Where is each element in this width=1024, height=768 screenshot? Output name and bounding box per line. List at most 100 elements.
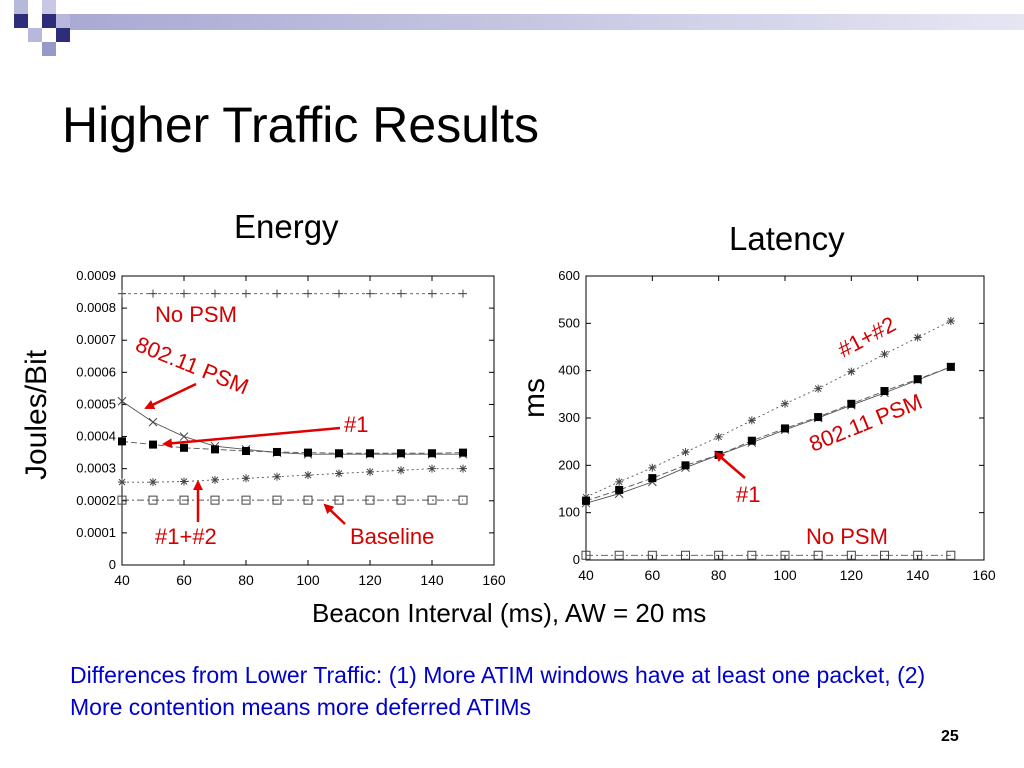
ann-baseline: Baseline xyxy=(350,524,434,549)
ann-fix12: #1+#2 xyxy=(834,311,900,362)
y-tick-label: 0.0009 xyxy=(76,268,116,283)
data-point xyxy=(148,417,158,427)
y-tick-label: 200 xyxy=(558,457,580,472)
x-tick-label: 100 xyxy=(773,567,797,583)
series-line xyxy=(121,400,463,455)
data-point xyxy=(335,469,343,478)
ann-no-psm: No PSM xyxy=(155,302,237,327)
series-fix1 xyxy=(582,362,955,505)
x-tick-label: 80 xyxy=(711,567,727,583)
data-point xyxy=(648,463,657,472)
data-point xyxy=(747,436,756,445)
data-point xyxy=(946,316,955,325)
plot-frame xyxy=(585,275,985,561)
data-point xyxy=(397,449,405,458)
y-tick-label: 0.0003 xyxy=(76,461,116,476)
data-point xyxy=(149,289,157,298)
data-point xyxy=(335,449,343,458)
data-point xyxy=(781,399,789,408)
data-point xyxy=(427,495,437,505)
series-psm xyxy=(117,396,468,459)
data-point xyxy=(211,445,219,454)
annotation-arrow xyxy=(323,503,346,525)
data-point xyxy=(581,550,591,560)
x-tick-label: 80 xyxy=(238,572,254,588)
y-tick-label: 500 xyxy=(558,315,580,330)
data-point xyxy=(614,550,624,560)
data-point xyxy=(365,495,375,505)
data-point xyxy=(814,384,823,393)
data-point xyxy=(781,424,789,433)
data-point xyxy=(117,396,127,406)
footer-note: Differences from Lower Traffic: (1) More… xyxy=(70,662,926,720)
data-point xyxy=(459,289,467,298)
data-point xyxy=(304,289,312,298)
latency-plot: 0 100 200 300 400 500 600 40 60 80 100 120 140 160 xyxy=(558,268,996,583)
data-point xyxy=(242,474,250,483)
data-point xyxy=(148,495,158,505)
y-tick-label: 600 xyxy=(558,268,580,283)
data-point xyxy=(272,495,282,505)
y-tick-label: 0.0007 xyxy=(76,332,116,347)
data-point xyxy=(396,495,406,505)
data-point xyxy=(211,289,219,298)
data-point xyxy=(211,475,219,484)
data-point xyxy=(946,550,956,560)
data-point xyxy=(118,437,126,446)
data-point xyxy=(647,550,657,560)
data-point xyxy=(428,464,436,473)
ann-fix1: #1 xyxy=(344,412,368,437)
ann-80211-psm: 802.11 PSM xyxy=(132,331,252,399)
data-point xyxy=(366,467,374,476)
data-point xyxy=(459,464,467,473)
series-nopsm xyxy=(581,550,956,560)
data-point xyxy=(714,550,724,560)
data-point xyxy=(814,413,823,422)
data-point xyxy=(241,495,251,505)
data-point xyxy=(366,449,374,458)
data-point xyxy=(335,289,343,298)
y-tick-label: 0 xyxy=(109,557,116,572)
y-tick-label: 0.0001 xyxy=(76,525,116,540)
data-point xyxy=(846,550,856,560)
data-point xyxy=(747,550,757,560)
data-point xyxy=(847,399,856,408)
data-point xyxy=(913,550,923,560)
corner-decoration xyxy=(0,0,1024,60)
series-fix12 xyxy=(118,464,467,487)
data-point xyxy=(913,333,922,342)
data-point xyxy=(428,289,436,298)
y-tick-label: 300 xyxy=(558,410,580,425)
data-point xyxy=(242,289,250,298)
y-tick-label: 0.0006 xyxy=(76,364,116,379)
data-point xyxy=(179,495,189,505)
data-point xyxy=(273,472,281,481)
series-baseline xyxy=(117,495,468,505)
data-point xyxy=(747,416,756,425)
data-point xyxy=(428,449,436,458)
data-point xyxy=(304,471,312,480)
x-tick-label: 120 xyxy=(358,572,382,588)
series-nopsm xyxy=(118,289,467,298)
data-point xyxy=(847,367,856,376)
ann-fix12: #1+#2 xyxy=(155,524,217,549)
data-point xyxy=(334,495,344,505)
data-point xyxy=(582,496,590,505)
data-point xyxy=(149,440,157,449)
data-point xyxy=(149,478,157,487)
series-line xyxy=(121,440,464,454)
annotation-arrow xyxy=(144,382,197,410)
data-point xyxy=(913,375,922,384)
x-tick-label: 160 xyxy=(482,572,506,588)
data-point xyxy=(118,289,126,298)
x-tick-label: 140 xyxy=(906,567,930,583)
x-tick-label: 60 xyxy=(176,572,192,588)
data-point xyxy=(681,448,690,457)
data-point xyxy=(273,289,281,298)
annotation-arrow xyxy=(714,451,746,479)
data-point xyxy=(180,289,188,298)
data-point xyxy=(813,550,823,560)
y-tick-label: 0 xyxy=(573,552,580,567)
slide-title: Higher Traffic Results xyxy=(62,97,540,153)
